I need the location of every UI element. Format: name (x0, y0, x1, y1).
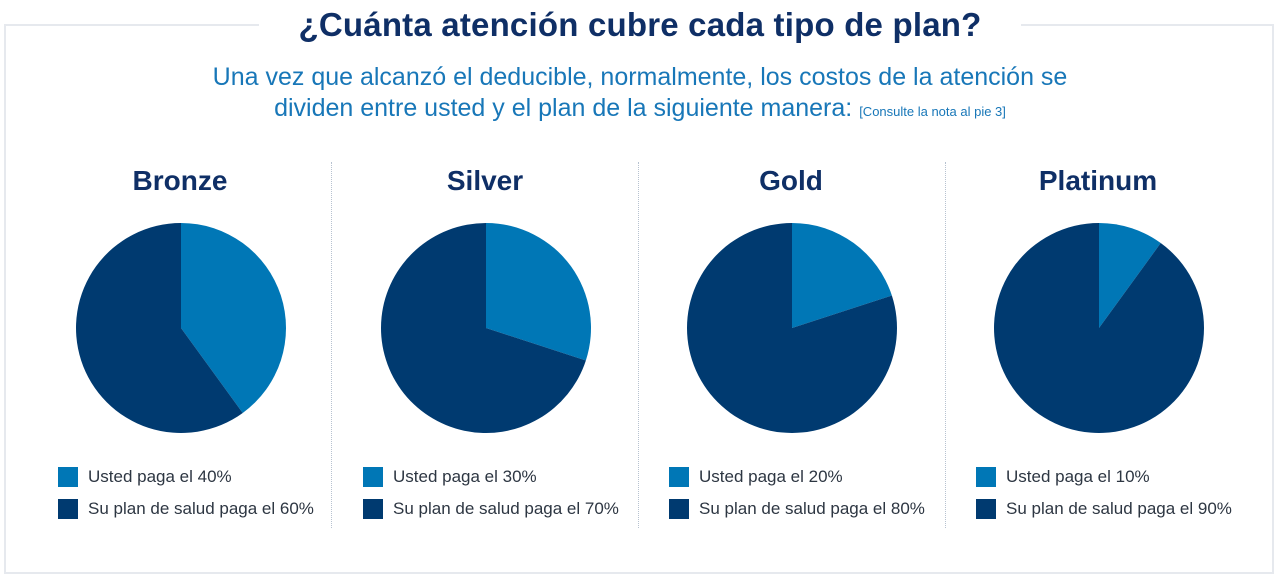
subtitle-line-1: Una vez que alcanzó el deducible, normal… (212, 63, 1068, 91)
legend-label: Usted paga el 40% (88, 467, 232, 486)
legend-swatch-usted (58, 467, 78, 487)
pie-title: Gold (759, 165, 823, 196)
legend-swatch-usted (363, 467, 383, 487)
pie-chart-bronze (76, 223, 287, 433)
legend-label: Usted paga el 10% (1006, 467, 1150, 486)
pie-slice-usted (1099, 223, 1161, 328)
legend-swatch-usted (669, 467, 689, 487)
panel-silver: Silver Usted paga el 30% Su plan de salu… (363, 160, 665, 530)
pie-chart-gold (687, 223, 898, 433)
legend: Usted paga el 40% Su plan de salud paga … (58, 466, 314, 530)
subtitle-line-2-text: dividen entre usted y el plan de la sigu… (274, 94, 853, 122)
legend-swatch-plan (976, 499, 996, 519)
page-title: ¿Cuánta atención cubre cada tipo de plan… (0, 6, 1280, 44)
pie-title: Bronze (132, 165, 228, 196)
pie-chart-silver (381, 223, 592, 433)
legend-item-plan: Su plan de salud paga el 90% (976, 498, 1232, 520)
footnote-link[interactable]: [Consulte la nota al pie 3] (859, 104, 1006, 119)
pie-slice-usted (486, 223, 592, 361)
legend-item-usted: Usted paga el 30% (363, 466, 619, 488)
legend-item-plan: Su plan de salud paga el 70% (363, 498, 619, 520)
legend: Usted paga el 10% Su plan de salud paga … (976, 466, 1232, 530)
panel-bronze: Bronze Usted paga el 40% Su plan de salu… (58, 160, 360, 530)
pie-slice-plan (994, 223, 1205, 433)
pie-chart-platinum (994, 223, 1205, 433)
legend-swatch-plan (58, 499, 78, 519)
legend-label: Su plan de salud paga el 80% (699, 499, 925, 518)
legend-label: Usted paga el 20% (699, 467, 843, 486)
legend-label: Su plan de salud paga el 90% (1006, 499, 1232, 518)
divider (638, 162, 639, 528)
legend: Usted paga el 30% Su plan de salud paga … (363, 466, 619, 530)
subtitle-line-2: dividen entre usted y el plan de la sigu… (0, 93, 1280, 127)
pie-slice-plan (687, 223, 898, 433)
pie-slice-plan (381, 223, 586, 433)
legend: Usted paga el 20% Su plan de salud paga … (669, 466, 925, 530)
legend-item-usted: Usted paga el 40% (58, 466, 314, 488)
legend-item-usted: Usted paga el 20% (669, 466, 925, 488)
panel-gold: Gold Usted paga el 20% Su plan de salud … (669, 160, 971, 530)
pie-title: Platinum (1038, 165, 1158, 196)
legend-item-usted: Usted paga el 10% (976, 466, 1232, 488)
pie-title: Silver (446, 165, 524, 196)
pie-slice-usted (792, 223, 892, 328)
title-text: ¿Cuánta atención cubre cada tipo de plan… (258, 6, 1022, 44)
legend-label: Usted paga el 30% (393, 467, 537, 486)
divider (331, 162, 332, 528)
legend-label: Su plan de salud paga el 70% (393, 499, 619, 518)
legend-swatch-plan (363, 499, 383, 519)
legend-swatch-plan (669, 499, 689, 519)
legend-item-plan: Su plan de salud paga el 80% (669, 498, 925, 520)
legend-item-plan: Su plan de salud paga el 60% (58, 498, 314, 520)
panel-platinum: Platinum Usted paga el 10% Su plan de sa… (976, 160, 1278, 530)
pie-slice-plan (76, 223, 243, 433)
legend-label: Su plan de salud paga el 60% (88, 499, 314, 518)
subtitle: Una vez que alcanzó el deducible, normal… (0, 62, 1280, 127)
divider (945, 162, 946, 528)
legend-swatch-usted (976, 467, 996, 487)
pie-slice-usted (181, 223, 287, 413)
